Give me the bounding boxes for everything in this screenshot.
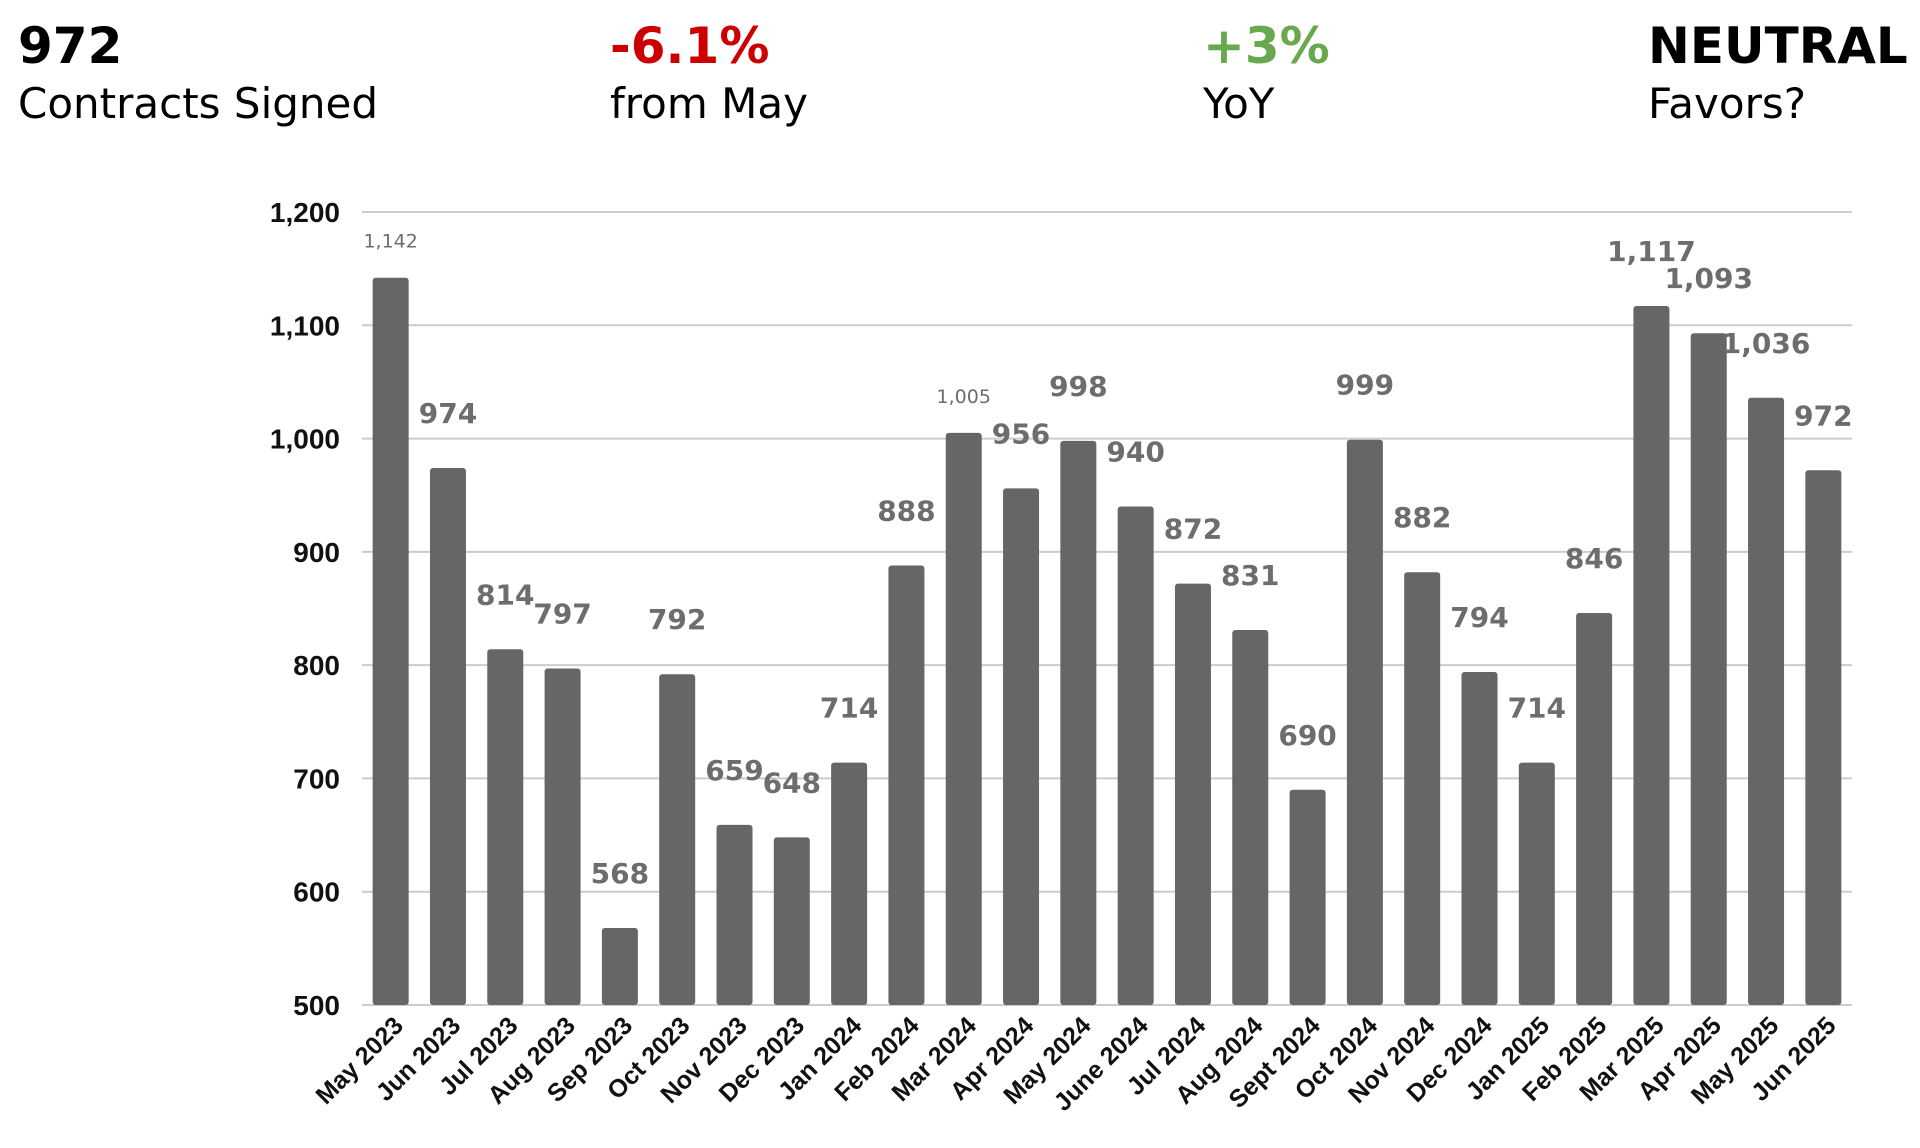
- y-tick-label: 700: [293, 763, 340, 794]
- bar: [1805, 470, 1842, 1005]
- data-label: 1,093: [1664, 262, 1753, 295]
- bar: [1404, 572, 1441, 1005]
- data-label: 1,036: [1722, 327, 1811, 360]
- data-label: 794: [1450, 601, 1508, 634]
- bar: [888, 565, 925, 1005]
- data-label: 831: [1221, 559, 1279, 592]
- data-label: 814: [476, 578, 534, 611]
- y-tick-label: 900: [293, 537, 340, 568]
- data-label: 797: [533, 598, 591, 631]
- bar: [487, 649, 524, 1005]
- data-label: 888: [877, 494, 935, 527]
- kpi-value: +3%: [1203, 17, 1330, 75]
- data-label: 714: [820, 692, 878, 725]
- kpi-month-change: -6.1% from May: [610, 16, 808, 132]
- bar: [1003, 488, 1040, 1006]
- kpi-contracts-signed: 972 Contracts Signed: [18, 16, 378, 132]
- data-label: 998: [1049, 370, 1107, 403]
- bar: [1174, 583, 1211, 1005]
- bar: [1060, 440, 1097, 1005]
- y-axis: 500 600 700 800 900 1,000 1,100 1,200: [270, 197, 340, 1021]
- bar: [1518, 762, 1555, 1005]
- data-label: 714: [1508, 692, 1566, 725]
- data-label: 648: [763, 766, 821, 799]
- bar: [1117, 506, 1154, 1005]
- kpi-label: YoY: [1203, 79, 1275, 128]
- y-tick-label: 1,200: [270, 197, 340, 228]
- kpi-label: from May: [610, 79, 808, 128]
- y-tick-label: 800: [293, 650, 340, 681]
- y-tick-label: 500: [293, 990, 340, 1021]
- bar: [372, 277, 409, 1006]
- y-tick-label: 1,100: [270, 310, 340, 341]
- bar: [1461, 671, 1498, 1005]
- data-label: 956: [992, 417, 1050, 450]
- data-label: 1,117: [1607, 235, 1696, 268]
- bar: [429, 468, 466, 1005]
- bar: [601, 927, 638, 1005]
- bar: [1576, 613, 1613, 1005]
- data-label: 1,142: [363, 231, 417, 253]
- kpi-value: -6.1%: [610, 17, 770, 75]
- y-tick-label: 600: [293, 877, 340, 908]
- bar: [544, 668, 581, 1005]
- data-label: 1,005: [937, 386, 991, 408]
- data-label: 568: [591, 857, 649, 890]
- data-label: 999: [1336, 369, 1394, 402]
- kpi-value: NEUTRAL: [1648, 17, 1908, 75]
- data-label: 882: [1393, 501, 1451, 534]
- data-label: 659: [705, 754, 763, 787]
- bar: [1346, 439, 1383, 1005]
- bar: [1748, 397, 1785, 1005]
- bar: [1289, 789, 1326, 1005]
- data-label: 846: [1565, 542, 1623, 575]
- kpi-yoy-change: +3% YoY: [1203, 16, 1330, 132]
- bar: [1633, 306, 1670, 1006]
- kpi-market-favor: NEUTRAL Favors?: [1648, 16, 1908, 132]
- bar: [945, 432, 982, 1006]
- data-label: 974: [419, 397, 477, 430]
- y-tick-label: 1,000: [270, 424, 340, 455]
- data-label: 972: [1794, 399, 1852, 432]
- data-label: 940: [1106, 436, 1164, 469]
- kpi-value: 972: [18, 17, 123, 75]
- kpi-label: Favors?: [1648, 79, 1807, 128]
- bar: [1690, 333, 1727, 1006]
- bar: [831, 762, 868, 1005]
- data-label: 792: [648, 603, 706, 636]
- bar: [659, 674, 696, 1005]
- data-label: 872: [1164, 513, 1222, 546]
- bar: [716, 824, 753, 1005]
- kpi-label: Contracts Signed: [18, 79, 379, 128]
- bar: [773, 837, 810, 1005]
- data-label: 690: [1278, 719, 1336, 752]
- bar: [1232, 630, 1269, 1005]
- bars: [372, 277, 1842, 1006]
